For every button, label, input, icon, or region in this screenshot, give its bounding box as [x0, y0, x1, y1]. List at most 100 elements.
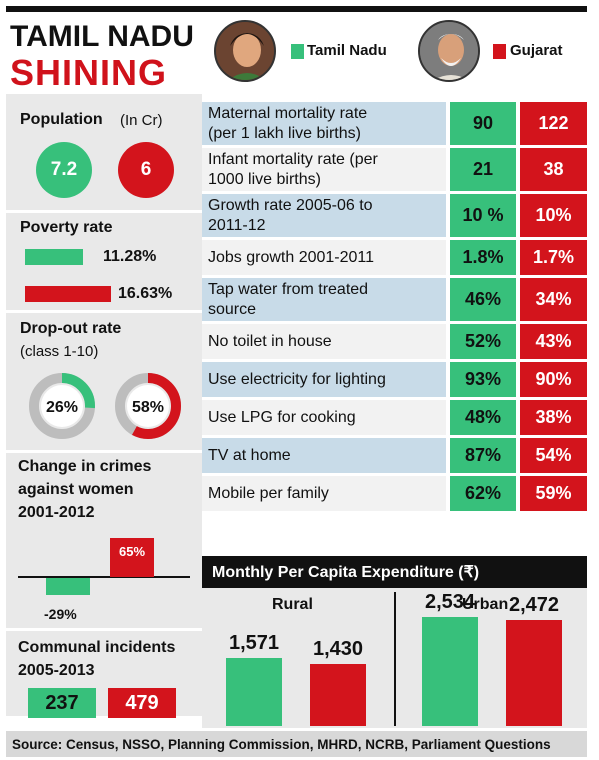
crimes-title-line1: Change in crimes [18, 458, 152, 475]
gujarat-indicator-value: 38 [520, 148, 587, 191]
population-gujarat-circle: 6 [118, 142, 174, 198]
indicator-label-text: Maternal mortality rate (per 1 lakh live … [208, 104, 367, 144]
tamil-nadu-indicator-value: 93% [450, 362, 516, 397]
indicator-row-label: Infant mortality rate (per 1000 live birt… [202, 148, 446, 191]
poverty-tamil-nadu-value: 11.28% [103, 248, 157, 265]
urban-tamil-nadu-value: 2,534 [424, 591, 476, 613]
rural-tamil-nadu-bar [226, 658, 282, 726]
dropout-gujarat-donut: 58% [115, 373, 181, 439]
tamil-nadu-legend-swatch [291, 44, 304, 59]
dropout-gujarat-arc [115, 373, 181, 439]
tamil-nadu-indicator-value: 87% [450, 438, 516, 473]
population-tamil-nadu-value: 7.2 [50, 159, 78, 180]
page-subtitle: SHINING [10, 52, 168, 93]
indicator-label-text: Infant mortality rate (per 1000 live birt… [208, 150, 378, 190]
indicator-row-label: Mobile per family [202, 476, 446, 511]
gujarat-leader-avatar [418, 20, 480, 82]
indicator-label-text: Mobile per family [208, 484, 329, 504]
population-unit: (In Cr) [120, 112, 163, 129]
rural-tamil-nadu-value: 1,571 [228, 632, 280, 654]
gujarat-legend-swatch [493, 44, 506, 59]
expenditure-header: Monthly Per Capita Expenditure (₹) [202, 556, 587, 588]
population-tamil-nadu-circle: 7.2 [36, 142, 92, 198]
gujarat-indicator-value: 54% [520, 438, 587, 473]
divider [6, 210, 202, 213]
indicator-label-text: No toilet in house [208, 332, 332, 352]
communal-gujarat-box: 479 [108, 688, 176, 718]
indicator-label-text: Use LPG for cooking [208, 408, 356, 428]
gujarat-indicator-value: 34% [520, 278, 587, 321]
dropout-tamil-nadu-arc [29, 373, 95, 439]
dropout-tamil-nadu-donut: 26% [29, 373, 95, 439]
indicator-label-line2: 1000 live births) [208, 170, 321, 188]
indicator-label-line1: Use LPG for cooking [208, 408, 356, 426]
indicator-label-line1: Maternal mortality rate [208, 104, 368, 122]
poverty-tamil-nadu-bar [25, 249, 83, 265]
tamil-nadu-leader-avatar [214, 20, 276, 82]
crimes-baseline [18, 576, 190, 578]
indicator-label-line1: Tap water from treated [208, 280, 369, 298]
poverty-gujarat-value: 16.63% [118, 285, 173, 302]
gujarat-indicator-value: 43% [520, 324, 587, 359]
gujarat-indicator-value: 38% [520, 400, 587, 435]
indicator-row-label: Tap water from treated source [202, 278, 446, 321]
tamil-nadu-indicator-value: 90 [450, 102, 516, 145]
gujarat-indicator-value: 10% [520, 194, 587, 237]
divider [6, 310, 202, 313]
divider [6, 450, 202, 453]
indicator-label-text: Growth rate 2005-06 to 2011-12 [208, 196, 373, 236]
donut-center [41, 385, 83, 427]
gujarat-indicator-value: 122 [520, 102, 587, 145]
tamil-nadu-indicator-value: 1.8% [450, 240, 516, 275]
gujarat-indicator-value: 90% [520, 362, 587, 397]
tamil-nadu-indicator-value: 21 [450, 148, 516, 191]
poverty-gujarat-bar [25, 286, 111, 302]
dropout-gujarat-value: 58% [132, 399, 164, 416]
crimes-tamil-nadu-value: -29% [44, 606, 77, 622]
indicator-row-label: No toilet in house [202, 324, 446, 359]
communal-title-line2: 2005-2013 [18, 662, 95, 679]
divider [6, 628, 202, 631]
crimes-tamil-nadu-bar [46, 578, 90, 595]
tamil-nadu-indicator-value: 46% [450, 278, 516, 321]
indicator-label-text: Jobs growth 2001-2011 [208, 248, 374, 268]
indicator-row-label: Growth rate 2005-06 to 2011-12 [202, 194, 446, 237]
portrait-icon [420, 22, 478, 80]
tamil-nadu-indicator-value: 62% [450, 476, 516, 511]
tamil-nadu-legend-label: Tamil Nadu [307, 42, 387, 59]
communal-tamil-nadu-box: 237 [28, 688, 96, 718]
indicator-label-line2: 2011-12 [208, 216, 266, 234]
population-gujarat-value: 6 [140, 159, 152, 180]
poverty-title: Poverty rate [20, 219, 113, 236]
dropout-tamil-nadu-value: 26% [46, 399, 78, 416]
population-title: Population [20, 111, 103, 128]
indicator-label-line2: source [208, 300, 257, 318]
indicator-row-label: TV at home [202, 438, 446, 473]
urban-gujarat-bar [506, 620, 562, 726]
indicator-label-text: Use electricity for lighting [208, 370, 386, 390]
urban-label: Urban [462, 596, 509, 613]
dropout-subtitle: (class 1-10) [20, 343, 99, 360]
top-rule [6, 6, 587, 12]
donut-center [127, 385, 169, 427]
dropout-title: Drop-out rate [20, 320, 122, 337]
indicator-label-text: TV at home [208, 446, 291, 466]
indicator-row-label: Jobs growth 2001-2011 [202, 240, 446, 275]
crimes-gujarat-value: 65% [118, 544, 146, 559]
communal-tamil-nadu-value: 237 [45, 691, 79, 714]
indicator-row-label: Use electricity for lighting [202, 362, 446, 397]
indicator-label-line1: TV at home [208, 446, 291, 464]
indicator-label-line1: No toilet in house [208, 332, 332, 350]
indicator-label-line1: Mobile per family [208, 484, 329, 502]
gujarat-indicator-value: 1.7% [520, 240, 587, 275]
rural-gujarat-bar [310, 664, 366, 726]
indicator-row-label: Maternal mortality rate (per 1 lakh live … [202, 102, 446, 145]
portrait-icon [216, 22, 274, 80]
indicator-label-line2: (per 1 lakh live births) [208, 124, 361, 142]
indicator-row-label: Use LPG for cooking [202, 400, 446, 435]
tamil-nadu-indicator-value: 48% [450, 400, 516, 435]
indicator-label-line1: Infant mortality rate (per [208, 150, 378, 168]
rural-gujarat-value: 1,430 [312, 638, 364, 660]
rural-label: Rural [272, 596, 313, 613]
urban-tamil-nadu-bar [422, 617, 478, 726]
